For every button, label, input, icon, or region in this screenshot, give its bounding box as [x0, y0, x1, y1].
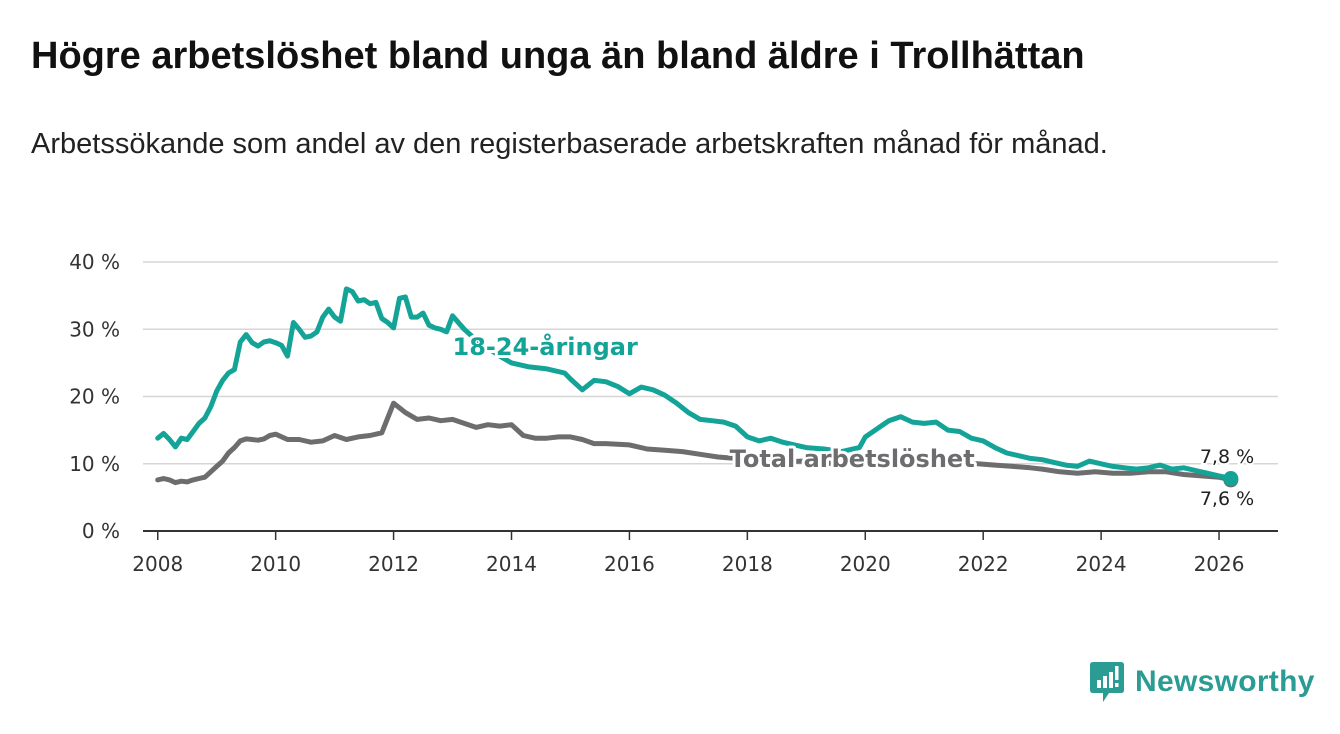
series-line-total [155, 400, 1234, 486]
x-tick-label: 2010 [250, 552, 301, 576]
y-tick-label: 20 % [69, 385, 120, 409]
series-line-youth [155, 286, 1234, 481]
series-label-total: Total arbetslöshet [730, 445, 975, 473]
y-tick-label: 40 % [69, 250, 120, 274]
y-tick-label: 30 % [69, 317, 120, 341]
series-labels: 18-24-åringar Total arbetslöshet 7,8 % 7,6 … [450, 329, 1257, 512]
y-tick-label: 0 % [82, 519, 120, 543]
series-label-youth: 18-24-åringar [453, 332, 638, 361]
x-tick-label: 2014 [486, 552, 537, 576]
newsworthy-logo-icon [1090, 662, 1124, 702]
x-tick-label: 2008 [132, 552, 183, 576]
x-tick-label: 2026 [1194, 552, 1245, 576]
x-tick-label: 2024 [1076, 552, 1127, 576]
x-tick-label: 2016 [604, 552, 655, 576]
brand-logo: Newsworthy [1089, 660, 1315, 704]
y-tick-label: 10 % [69, 452, 120, 476]
x-tick-label: 2022 [958, 552, 1009, 576]
end-point-youth [1223, 471, 1239, 487]
gridlines [143, 261, 1278, 465]
end-value-label-total: 7,6 % [1200, 488, 1254, 510]
end-value-label-youth: 7,8 % [1200, 446, 1254, 468]
x-axis: 2008 2010 2012 2014 2016 2018 2020 2022 2024 2026 [132, 530, 1278, 576]
y-axis: 0 % 10 % 20 % 30 % 40 % [69, 250, 120, 543]
chart-subtitle: Arbetssökande som andel av den registerb… [31, 128, 1108, 160]
x-tick-label: 2018 [722, 552, 773, 576]
chart-title: Högre arbetslöshet bland unga än bland ä… [31, 35, 1085, 77]
x-tick-label: 2020 [840, 552, 891, 576]
series-lines [155, 286, 1239, 488]
x-tick-label: 2012 [368, 552, 419, 576]
brand-name: Newsworthy [1135, 665, 1315, 698]
